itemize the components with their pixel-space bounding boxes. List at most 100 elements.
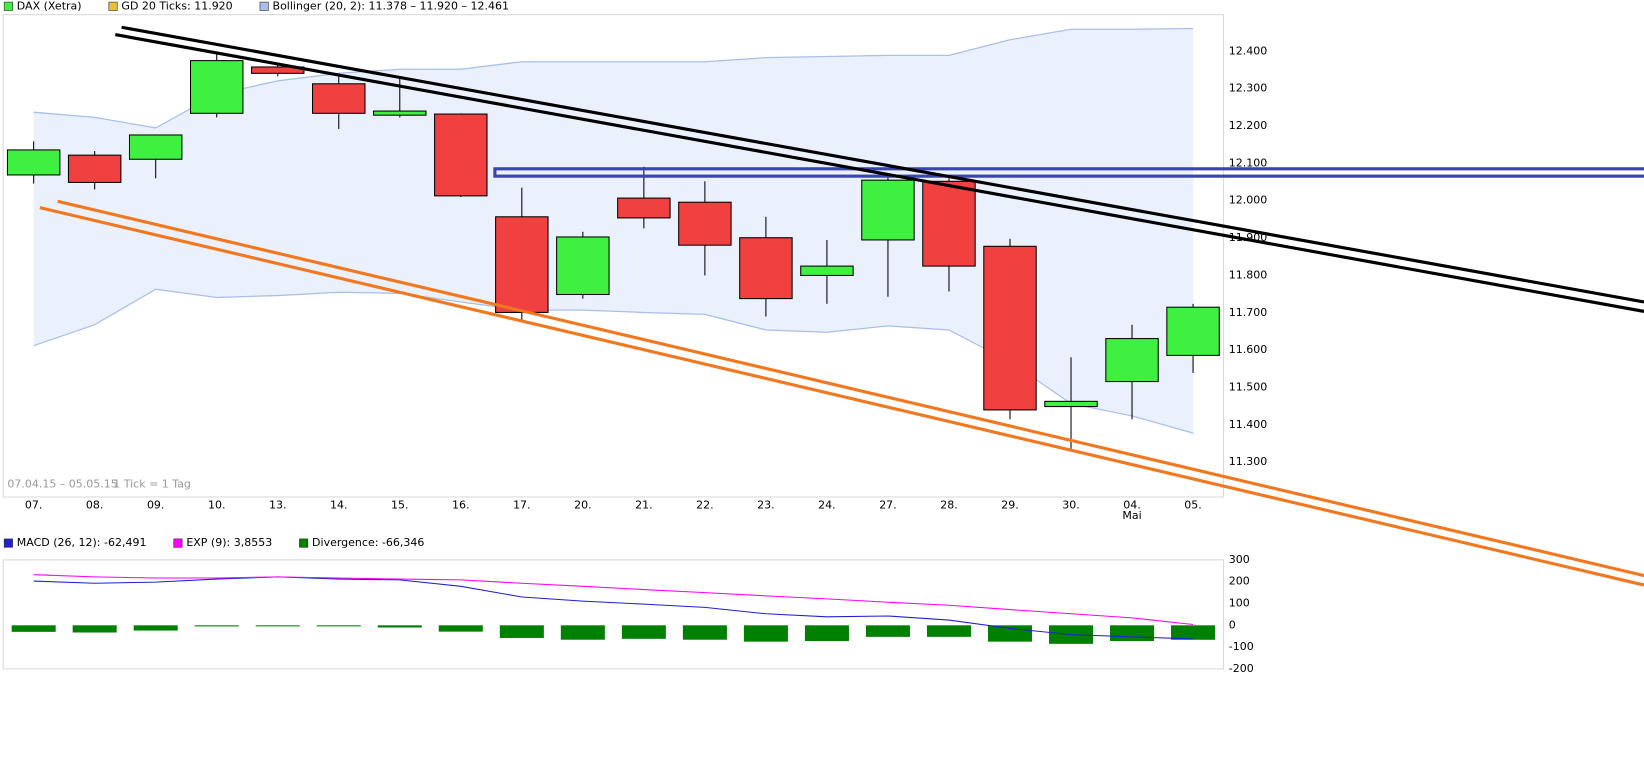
x-tick-label: 22.: [696, 498, 714, 511]
divergence-bar: [499, 625, 544, 638]
legend-label: GD 20 Ticks: 11.920: [121, 0, 232, 12]
x-tick-label: 13.: [269, 498, 287, 511]
x-tick-label: 09.: [147, 498, 165, 511]
candle-body: [1044, 400, 1098, 408]
divergence-bar: [1171, 625, 1216, 640]
divergence-bar: [1110, 625, 1155, 642]
trend-line: [121, 25, 1644, 304]
legend-label: Bollinger (20, 2): 11.378 – 11.920 – 12.…: [273, 0, 509, 12]
candle-body: [1105, 338, 1159, 383]
legend-swatch: [173, 538, 183, 548]
candle-body: [495, 216, 549, 313]
indicator-line: [33, 574, 1194, 625]
y-tick-label: 12.100: [1229, 156, 1268, 169]
bollinger-fill: [33, 28, 1194, 434]
x-tick-label: 29.: [1001, 498, 1018, 511]
legend-swatch: [3, 538, 13, 548]
y-tick-label: 11.500: [1229, 381, 1268, 394]
divergence-bar: [194, 625, 239, 627]
candle-body: [861, 179, 915, 241]
x-tick-label: 05.: [1184, 498, 1202, 511]
legend-label: Divergence: -66,346: [312, 536, 424, 549]
legend-swatch: [3, 1, 13, 11]
x-tick-label: 10.: [208, 498, 226, 511]
divergence-bar: [865, 625, 910, 637]
trend-line: [115, 33, 1644, 313]
divergence-bar: [11, 625, 56, 632]
trend-line: [39, 206, 1644, 587]
candle-body: [800, 265, 854, 276]
x-tick-label: 20.: [574, 498, 592, 511]
y-tick-label: 11.600: [1229, 343, 1268, 356]
divergence-bar: [255, 625, 300, 627]
y-tick-label: 11.900: [1229, 231, 1268, 244]
candle-body: [556, 236, 610, 296]
candle-body: [434, 113, 488, 197]
x-tick-label: 23.: [757, 498, 775, 511]
candle-body: [312, 83, 366, 114]
legend-label: EXP (9): 3,8553: [186, 536, 272, 549]
legend-swatch: [299, 538, 309, 548]
divergence-bar: [987, 625, 1033, 642]
indicator-line: [33, 576, 1194, 640]
legend-swatch: [259, 1, 269, 11]
divergence-bar: [804, 625, 849, 642]
y-tick-label: -100: [1229, 640, 1254, 653]
legend-label: MACD (26, 12): -62,491: [17, 536, 147, 549]
period-note: 07.04.15 – 05.05.15: [7, 477, 117, 490]
mark-layer: [6, 54, 1220, 644]
candle-body: [67, 154, 122, 183]
legend-swatch: [108, 1, 118, 11]
candle-body: [678, 201, 732, 246]
x-tick-label: 16.: [452, 498, 470, 511]
y-tick-label: 12.300: [1229, 82, 1268, 95]
y-tick-label: 11.700: [1229, 306, 1268, 319]
divergence-bar: [621, 625, 666, 639]
y-tick-label: 0: [1229, 618, 1236, 631]
x-tick-label: 30.: [1062, 498, 1080, 511]
divergence-bar: [133, 625, 178, 631]
divergence-bar: [316, 625, 361, 627]
tick-note: 1 Tick = 1 Tag: [113, 477, 191, 490]
y-tick-label: 300: [1229, 553, 1250, 566]
candle-body: [189, 60, 244, 114]
candle-body: [128, 134, 183, 160]
x-tick-label: 14.: [330, 498, 348, 511]
macd-plot-frame: [2, 559, 1225, 670]
divergence-bar: [560, 625, 605, 640]
candle-body: [1166, 306, 1220, 356]
divergence-bar: [377, 625, 422, 628]
candle-body: [922, 180, 976, 267]
divergence-bar: [743, 625, 788, 642]
x-tick-label: 28.: [940, 498, 958, 511]
candle-body: [739, 237, 793, 300]
y-tick-label: 200: [1229, 575, 1250, 588]
x-tick-label: 24.: [818, 498, 836, 511]
y-tick-label: 100: [1229, 597, 1250, 610]
y-tick-label: 11.300: [1229, 455, 1268, 468]
drawings: [39, 25, 1644, 587]
divergence-bar: [682, 625, 727, 640]
x-tick-label: 15.: [391, 498, 409, 511]
legend-label: DAX (Xetra): [17, 0, 82, 12]
divergence-bar: [926, 625, 971, 637]
candle-body: [617, 197, 671, 219]
x-tick-label: 07.: [25, 498, 42, 511]
y-tick-label: -200: [1229, 662, 1254, 675]
x-tick-label: 21.: [635, 498, 653, 511]
y-tick-label: 12.000: [1229, 194, 1268, 207]
x-month-label: Mai: [1122, 509, 1141, 522]
trend-line: [57, 199, 1644, 578]
divergence-bar: [72, 625, 117, 633]
y-tick-label: 12.400: [1229, 44, 1268, 57]
candle-body: [373, 110, 427, 116]
x-tick-label: 08.: [86, 498, 104, 511]
x-tick-label: 04.: [1123, 498, 1141, 511]
resistance-box: [493, 167, 1644, 178]
y-tick-label: 11.400: [1229, 418, 1268, 431]
candle-body: [983, 245, 1037, 411]
x-tick-label: 17.: [513, 498, 531, 511]
x-tick-label: 27.: [879, 498, 897, 511]
